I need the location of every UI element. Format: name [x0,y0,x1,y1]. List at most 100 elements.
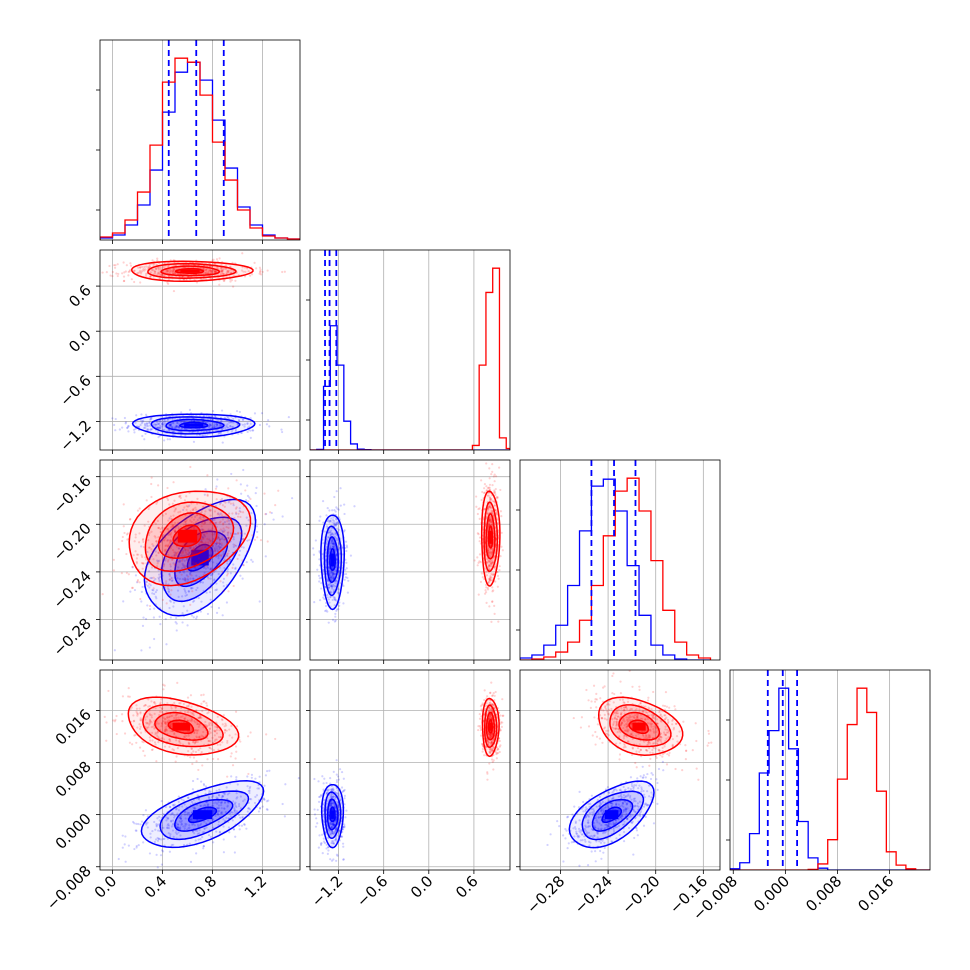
histogram-group [100,40,300,240]
scatter-point [157,837,160,841]
scatter-point [147,698,150,701]
scatter-point [281,430,284,434]
scatter-point [491,559,494,562]
scatter-point [201,537,204,540]
scatter-point [212,537,215,541]
scatter-point [138,532,141,535]
scatter-point [490,620,493,623]
scatter-point [160,721,163,725]
scatter-point [192,507,195,510]
scatter-point [333,544,337,547]
scatter-point [220,269,223,272]
scatter-point [258,781,261,784]
scatter-point [210,721,213,725]
scatter-point [201,531,204,534]
scatter-point [176,681,179,684]
scatter-point [160,526,164,529]
scatter-point [211,410,215,413]
scatter-point [167,545,170,548]
scatter-point [206,537,209,541]
scatter-point [167,588,170,591]
scatter-point [159,530,162,534]
scatter-point [334,598,337,601]
scatter-point [129,268,132,272]
scatter-point [203,571,206,574]
scatter-point [140,600,143,603]
scatter-point [227,552,230,555]
scatter-point [129,590,132,593]
density-group [103,681,300,869]
scatter-point [216,715,219,718]
scatter-point [204,510,207,513]
scatter-point [172,803,175,807]
scatter-point [183,546,186,549]
scatter-point [479,580,483,584]
scatter-point [217,793,220,797]
scatter-point [213,740,216,743]
scatter-point [325,781,328,785]
scatter-point [158,615,161,618]
scatter-point [246,484,249,487]
scatter-point [332,545,335,548]
density-contour [480,490,501,587]
scatter-point [239,526,242,530]
scatter-point [342,530,345,533]
scatter-point [218,540,221,543]
scatter-point [197,838,200,841]
scatter-point [329,533,332,537]
scatter-point [225,424,228,427]
scatter-point [135,557,138,560]
scatter-point [173,499,176,502]
scatter-point [489,521,493,524]
scatter-point [198,543,201,546]
scatter-point [327,536,330,539]
scatter-point [256,536,259,539]
scatter-point [215,542,218,545]
y-tick-label: −0.16 [50,472,95,517]
scatter-point [231,425,234,429]
scatter-point [202,523,205,526]
scatter-point [321,851,324,855]
scatter-point [210,723,214,727]
scatter-point [210,549,213,552]
scatter-point [200,750,203,754]
scatter-point [174,760,177,763]
scatter-point [331,618,335,621]
scatter-point [243,425,246,428]
scatter-point [172,269,176,273]
density-contour [174,798,234,832]
histogram-group [520,460,712,660]
scatter-point [207,795,210,799]
scatter-point [158,815,161,818]
scatter-point [216,726,219,729]
scatter-point [168,533,171,536]
scatter-point [332,533,335,536]
scatter-point [342,845,345,848]
scatter-point [156,732,159,735]
scatter-point [314,539,317,542]
scatter-point [233,808,236,811]
scatter-point [208,727,211,730]
scatter-point [236,796,239,799]
scatter-point [219,735,223,739]
scatter-point [195,574,198,577]
scatter-point [145,580,148,584]
scatter-point [208,746,211,749]
scatter-point [167,282,170,285]
scatter-point [235,479,238,482]
scatter-point [239,515,242,519]
scatter-point [173,732,176,735]
scatter-point [179,817,183,820]
scatter-point [253,261,256,264]
scatter-point [114,417,117,421]
scatter-point [243,798,246,801]
scatter-point [337,528,341,531]
x-tick-label: 0.0 [91,872,121,902]
scatter-point [179,421,183,424]
scatter-point [335,609,338,612]
scatter-point [500,531,503,534]
scatter-point [116,263,119,266]
scatter-point [195,709,198,712]
scatter-point [188,742,191,746]
scatter-point [478,517,481,521]
